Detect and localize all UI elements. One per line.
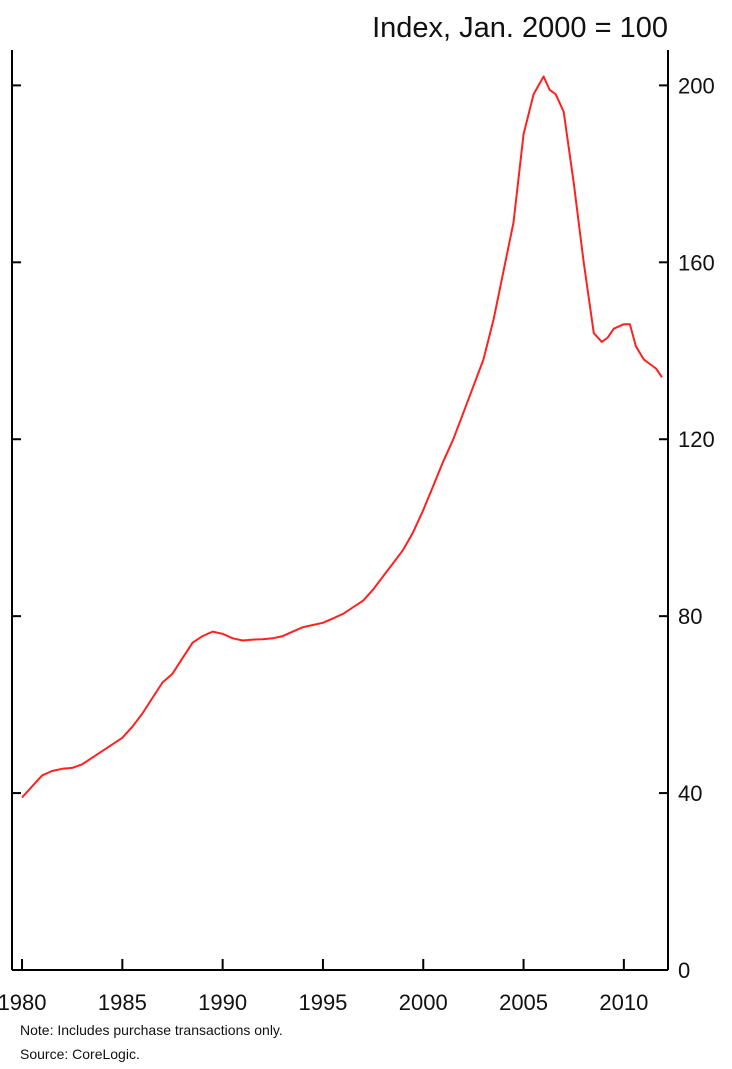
- series-line-0: [21, 75, 663, 799]
- x-tick-label-2010: 2010: [599, 990, 648, 1015]
- x-tick-label-2000: 2000: [399, 990, 448, 1015]
- x-tick-label-1980: 1980: [0, 990, 47, 1015]
- y-tick-label-0: 0: [678, 958, 690, 983]
- x-tick-label-1985: 1985: [98, 990, 147, 1015]
- line-chart: 0 40 80 120 160 200 1980 1985 1990 1995 2000 2005 20…: [0, 50, 715, 1015]
- y-tick-label-160: 160: [678, 250, 715, 275]
- y-tick-label-80: 80: [678, 604, 702, 629]
- chart-note: Note: Includes purchase transactions onl…: [20, 1022, 283, 1038]
- x-tick-label-1990: 1990: [198, 990, 247, 1015]
- x-tick-label-1995: 1995: [298, 990, 347, 1015]
- tick-marks: [12, 84, 668, 971]
- chart-source: Source: CoreLogic.: [20, 1046, 140, 1062]
- x-tick-label-2005: 2005: [499, 990, 548, 1015]
- axes: [11, 50, 669, 971]
- y-tick-label-40: 40: [678, 781, 702, 806]
- y-tick-label-200: 200: [678, 73, 715, 98]
- tick-labels: 0 40 80 120 160 200 1980 1985 1990 1995 2000 2005 20…: [0, 73, 715, 1015]
- y-tick-label-120: 120: [678, 427, 715, 452]
- y-axis-unit-label: Index, Jan. 2000 = 100: [372, 12, 668, 44]
- series-layer: [21, 75, 663, 799]
